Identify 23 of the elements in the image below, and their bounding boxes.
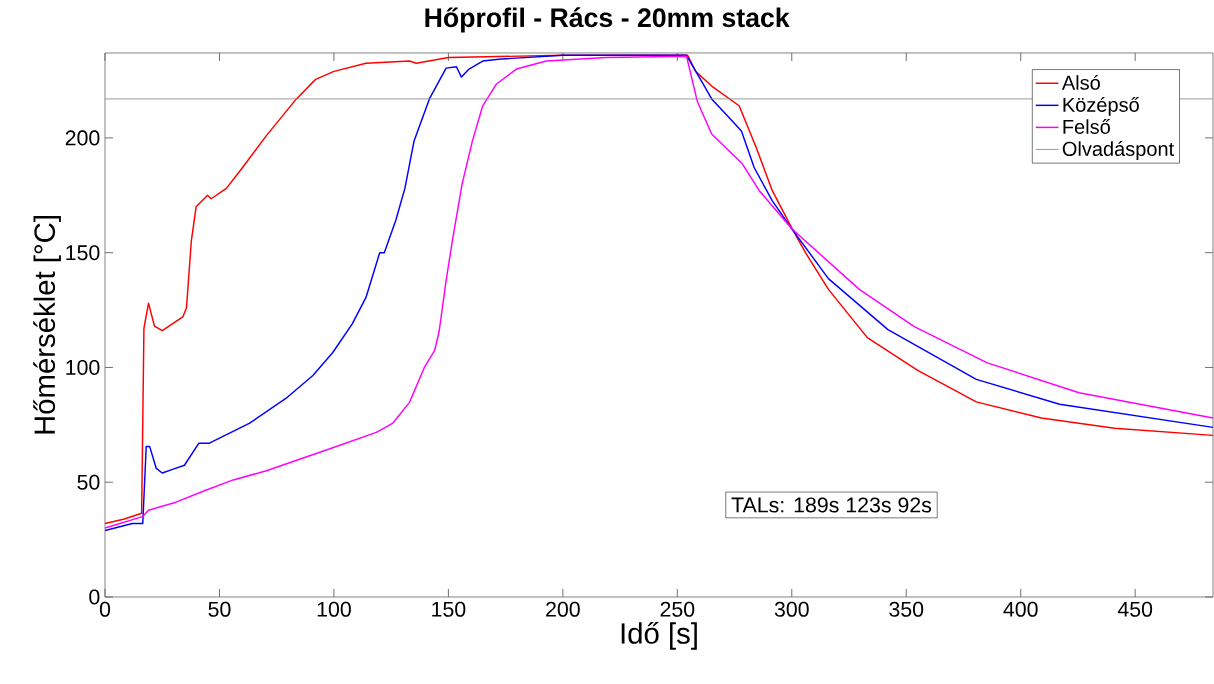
x-tick-label: 0 — [99, 601, 111, 617]
x-tick-label: 200 — [546, 601, 580, 617]
legend-label: Alsó — [1061, 74, 1100, 90]
x-tick-label: 300 — [774, 601, 809, 617]
legend-label: Felső — [1063, 119, 1110, 134]
x-tick-label: 250 — [660, 601, 695, 617]
legend-label: Középső — [1063, 96, 1139, 116]
y-tick-label: 200 — [65, 130, 100, 146]
y-tick-label: 100 — [66, 359, 100, 375]
y-axis-title: Hőmérséklet [°C] — [33, 216, 61, 434]
chart-title: Hőprofil - Rács - 20mm stack — [425, 7, 790, 33]
x-tick-label: 100 — [317, 601, 351, 617]
x-tick-label: 350 — [889, 601, 924, 617]
x-tick-label: 150 — [432, 601, 466, 617]
y-tick-label: 50 — [77, 474, 100, 490]
annotation: TALs: 189s 123s 92s — [731, 497, 932, 513]
y-tick-label: 0 — [89, 589, 100, 605]
legend-label: Olvadáspont — [1062, 141, 1175, 160]
x-tick-label: 50 — [208, 601, 231, 617]
x-tick-label: 400 — [1003, 601, 1038, 617]
x-axis-title: Idő [s] — [621, 621, 697, 650]
y-tick-label: 150 — [66, 245, 100, 261]
x-tick-label: 450 — [1117, 601, 1153, 617]
